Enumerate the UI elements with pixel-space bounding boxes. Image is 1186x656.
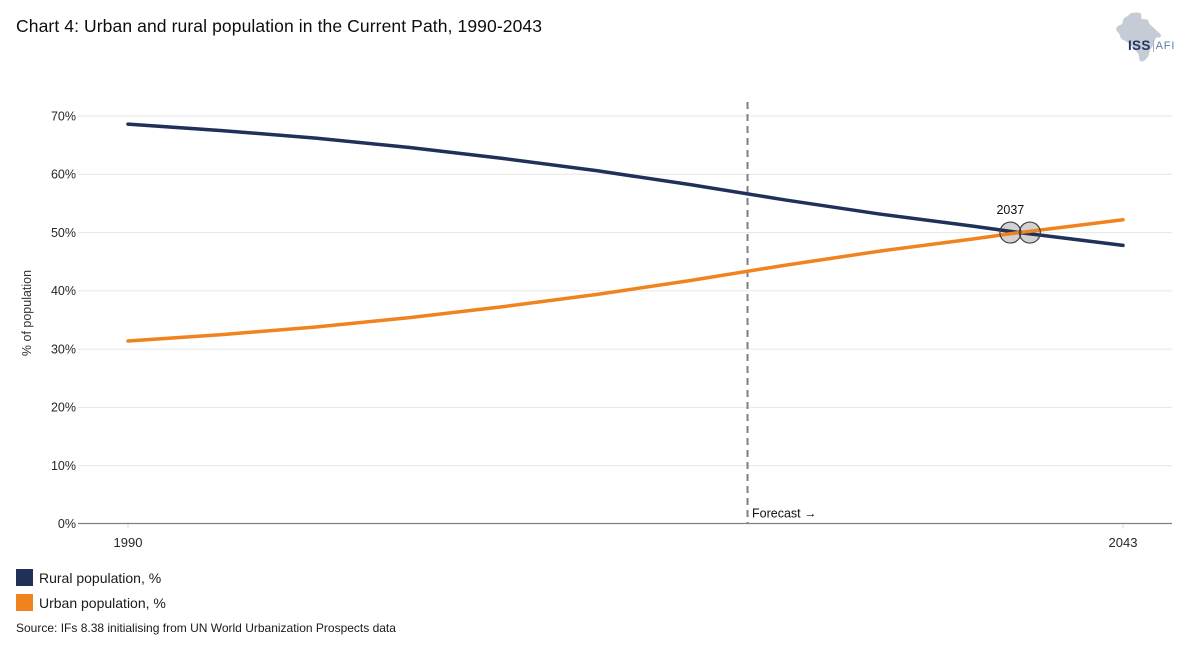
y-tick-70: 70% [51, 110, 76, 124]
y-tick-30: 30% [51, 343, 76, 357]
rural-population-line [126, 122, 1125, 248]
x-axis-tick-marks [127, 524, 1124, 529]
legend: Rural population, % Urban population, % [16, 567, 166, 617]
urban-legend-label: Urban population, % [39, 594, 166, 611]
y-tick-10: 10% [51, 459, 76, 473]
iss-afi-logo: ISS AFI [1108, 8, 1175, 66]
rural-legend-swatch [16, 569, 33, 586]
legend-item-urban: Urban population, % [16, 592, 166, 613]
y-tick-40: 40% [51, 284, 76, 298]
x-tick-2043: 2043 [1109, 535, 1138, 550]
forecast-label: Forecast → [752, 507, 817, 521]
logo-afi-text: AFI [1155, 39, 1176, 52]
logo-iss-text: ISS [1128, 38, 1151, 53]
logo-divider [1152, 39, 1154, 52]
crossover-circle-outline [999, 221, 1022, 244]
source-note: Source: IFs 8.38 initialising from UN Wo… [16, 621, 396, 635]
rural-legend-label: Rural population, % [39, 569, 162, 586]
y-tick-20: 20% [51, 401, 76, 415]
crossover-circle-outline [1018, 221, 1041, 244]
crossover-year-label: 2037 [996, 203, 1024, 217]
legend-item-rural: Rural population, % [16, 567, 166, 588]
chart-title: Chart 4: Urban and rural population in t… [16, 16, 543, 36]
logo-wordmark: ISS AFI [1128, 38, 1175, 53]
y-axis-tick-labels: 0% 10% 20% 30% 40% 50% 60% 70% [51, 110, 76, 532]
y-tick-0: 0% [58, 517, 76, 531]
urban-population-line [126, 217, 1125, 343]
y-axis-title: % of population [20, 270, 34, 356]
africa-map-icon [1116, 12, 1162, 62]
x-tick-1990: 1990 [114, 535, 143, 550]
series-lines [126, 122, 1125, 343]
y-tick-50: 50% [51, 226, 76, 240]
y-tick-60: 60% [51, 168, 76, 182]
urban-legend-swatch [16, 594, 33, 611]
crossover-marker-outlines [999, 221, 1041, 244]
